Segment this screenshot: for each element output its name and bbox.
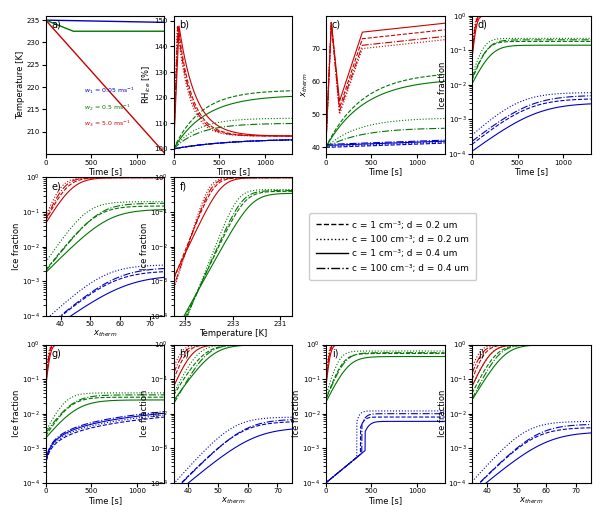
X-axis label: Time [s]: Time [s]: [514, 167, 549, 176]
Y-axis label: RH$_{ice}$ [%]: RH$_{ice}$ [%]: [141, 65, 153, 104]
X-axis label: $x_{therm}$: $x_{therm}$: [93, 329, 118, 339]
Y-axis label: Ice fraction: Ice fraction: [438, 61, 447, 109]
Y-axis label: Ice fraction: Ice fraction: [438, 390, 447, 437]
X-axis label: Time [s]: Time [s]: [88, 167, 122, 176]
Text: e): e): [52, 182, 62, 192]
Y-axis label: Ice fraction: Ice fraction: [12, 390, 21, 437]
Y-axis label: Ice fraction: Ice fraction: [12, 223, 21, 270]
Text: a): a): [52, 20, 62, 30]
Legend: c = 1 cm⁻³; d = 0.2 um, c = 100 cm⁻³; d = 0.2 um, c = 1 cm⁻³; d = 0.4 um, c = 10: c = 1 cm⁻³; d = 0.2 um, c = 100 cm⁻³; d …: [309, 213, 476, 280]
Y-axis label: Ice fraction: Ice fraction: [139, 390, 149, 437]
X-axis label: Time [s]: Time [s]: [368, 496, 403, 505]
Text: $w_3$ = 5.0 ms$^{-1}$: $w_3$ = 5.0 ms$^{-1}$: [83, 119, 130, 129]
Text: i): i): [332, 349, 338, 359]
Text: h): h): [180, 349, 189, 359]
Text: j): j): [478, 349, 484, 359]
X-axis label: Time [s]: Time [s]: [216, 167, 250, 176]
Y-axis label: Ice fraction: Ice fraction: [292, 390, 301, 437]
X-axis label: Time [s]: Time [s]: [368, 167, 403, 176]
Y-axis label: Temperature [K]: Temperature [K]: [16, 51, 26, 119]
Text: $w_1$ = 0.05 ms$^{-1}$: $w_1$ = 0.05 ms$^{-1}$: [83, 86, 134, 96]
Text: b): b): [180, 20, 189, 30]
X-axis label: Temperature [K]: Temperature [K]: [199, 329, 267, 338]
Text: c): c): [332, 20, 341, 30]
X-axis label: $x_{therm}$: $x_{therm}$: [519, 496, 544, 506]
Text: g): g): [52, 349, 62, 359]
Y-axis label: Ice fraction: Ice fraction: [139, 223, 149, 270]
Text: f): f): [180, 182, 186, 192]
Y-axis label: $x_{therm}$: $x_{therm}$: [300, 73, 310, 97]
Text: $w_2$ = 0.5 ms$^{-1}$: $w_2$ = 0.5 ms$^{-1}$: [83, 103, 130, 113]
Text: d): d): [478, 20, 488, 30]
X-axis label: $x_{therm}$: $x_{therm}$: [220, 496, 245, 506]
X-axis label: Time [s]: Time [s]: [88, 496, 122, 505]
